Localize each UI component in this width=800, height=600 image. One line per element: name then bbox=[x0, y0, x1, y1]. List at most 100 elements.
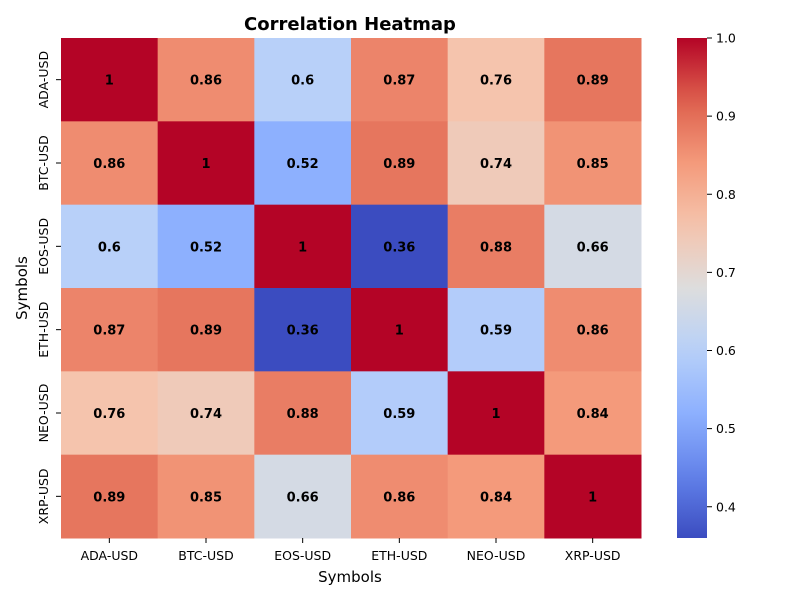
x-tick-label: XRP-USD bbox=[565, 548, 621, 563]
cell-value-label: 0.52 bbox=[287, 157, 319, 172]
cell-value-label: 0.89 bbox=[93, 490, 125, 505]
cell-value-label: 0.89 bbox=[577, 74, 609, 89]
cell-value-label: 0.84 bbox=[577, 407, 609, 422]
heatmap-cells bbox=[61, 38, 642, 539]
heatmap-cell bbox=[447, 371, 545, 456]
cell-value-label: 0.89 bbox=[190, 324, 222, 339]
colorbar-tick-label: 0.4 bbox=[716, 499, 736, 514]
colorbar bbox=[677, 38, 707, 538]
x-tick-label: NEO-USD bbox=[467, 548, 526, 563]
heatmap-cell bbox=[544, 121, 642, 206]
x-tick-label: EOS-USD bbox=[274, 548, 331, 563]
heatmap-cell bbox=[447, 454, 545, 539]
cell-value-label: 0.66 bbox=[287, 490, 319, 505]
cell-value-label: 0.74 bbox=[480, 157, 512, 172]
heatmap-cell bbox=[254, 121, 352, 206]
cell-value-label: 0.87 bbox=[383, 74, 415, 89]
cell-value-label: 0.86 bbox=[577, 324, 609, 339]
heatmap-cell bbox=[61, 454, 159, 539]
heatmap-cell bbox=[157, 38, 255, 122]
heatmap-cell bbox=[61, 38, 159, 122]
cell-value-label: 0.86 bbox=[383, 490, 415, 505]
heatmap-cell bbox=[254, 454, 352, 539]
cell-value-label: 0.74 bbox=[190, 407, 222, 422]
heatmap-cell bbox=[447, 38, 545, 122]
heatmap-cell bbox=[447, 204, 545, 289]
x-tick-label: BTC-USD bbox=[178, 548, 233, 563]
y-tick-label: NEO-USD bbox=[36, 384, 51, 443]
heatmap-cell bbox=[157, 454, 255, 539]
heatmap-cell bbox=[254, 38, 352, 122]
cell-value-label: 0.76 bbox=[93, 407, 125, 422]
x-tick-label: ETH-USD bbox=[371, 548, 427, 563]
cell-value-label: 0.6 bbox=[291, 74, 314, 89]
heatmap-cell bbox=[544, 288, 642, 372]
cell-value-label: 0.86 bbox=[93, 157, 125, 172]
cell-value-label: 0.36 bbox=[287, 324, 319, 339]
heatmap-cell bbox=[351, 454, 449, 539]
cell-value-label: 0.85 bbox=[577, 157, 609, 172]
cell-value-label: 0.88 bbox=[480, 240, 512, 255]
cell-value-label: 0.84 bbox=[480, 490, 512, 505]
chart-title: Correlation Heatmap bbox=[244, 14, 456, 35]
x-tick-label: ADA-USD bbox=[81, 548, 138, 563]
x-axis-label: Symbols bbox=[318, 568, 382, 586]
cell-value-label: 0.66 bbox=[577, 240, 609, 255]
colorbar-ticks: 0.4 0.5 0.6 0.7 0.8 0.9 1.0 bbox=[707, 31, 736, 514]
heatmap-cell bbox=[61, 121, 159, 206]
x-axis-ticks: ADA-USD BTC-USD EOS-USD ETH-USD NEO-USD XRP-U… bbox=[81, 538, 621, 563]
colorbar-tick-label: 0.5 bbox=[716, 421, 736, 436]
heatmap-cell bbox=[351, 204, 449, 289]
heatmap-cell bbox=[544, 454, 642, 539]
heatmap-cell bbox=[351, 38, 449, 122]
heatmap-cell bbox=[254, 288, 352, 372]
heatmap-cell bbox=[157, 288, 255, 372]
heatmap-cell-labels: 1 0.86 0.6 0.87 0.76 0.89 0.86 1 0.52 0.89 0.74 0.8… bbox=[93, 74, 608, 506]
heatmap-cell bbox=[157, 121, 255, 206]
cell-value-label: 1 bbox=[588, 490, 597, 505]
heatmap-cell bbox=[61, 288, 159, 372]
cell-value-label: 0.52 bbox=[190, 240, 222, 255]
colorbar-tick-label: 0.9 bbox=[716, 109, 736, 124]
y-axis-ticks: ADA-USD BTC-USD EOS-USD ETH-USD NEO-USD XRP-U… bbox=[36, 51, 61, 524]
cell-value-label: 1 bbox=[395, 324, 404, 339]
cell-value-label: 0.59 bbox=[383, 407, 415, 422]
heatmap-cell bbox=[544, 371, 642, 456]
cell-value-label: 0.89 bbox=[383, 157, 415, 172]
heatmap-cell bbox=[351, 121, 449, 206]
cell-value-label: 1 bbox=[298, 240, 307, 255]
y-tick-label: ETH-USD bbox=[36, 302, 51, 358]
y-axis-label: Symbols bbox=[13, 256, 31, 320]
heatmap-cell bbox=[447, 288, 545, 372]
heatmap-cell bbox=[254, 371, 352, 456]
heatmap-cell bbox=[351, 371, 449, 456]
cell-value-label: 0.86 bbox=[190, 74, 222, 89]
cell-value-label: 0.85 bbox=[190, 490, 222, 505]
heatmap-cell bbox=[254, 204, 352, 289]
colorbar-tick-label: 1.0 bbox=[716, 31, 736, 46]
y-tick-label: BTC-USD bbox=[36, 135, 51, 190]
cell-value-label: 0.88 bbox=[287, 407, 319, 422]
y-tick-label: EOS-USD bbox=[36, 218, 51, 275]
heatmap-cell bbox=[157, 371, 255, 456]
cell-value-label: 1 bbox=[201, 157, 210, 172]
heatmap-cell bbox=[447, 121, 545, 206]
heatmap-cell bbox=[351, 288, 449, 372]
cell-value-label: 0.36 bbox=[383, 240, 415, 255]
cell-value-label: 1 bbox=[491, 407, 500, 422]
y-tick-label: XRP-USD bbox=[36, 468, 51, 524]
cell-value-label: 1 bbox=[105, 74, 114, 89]
heatmap-cell bbox=[544, 204, 642, 289]
heatmap-cell bbox=[61, 204, 159, 289]
y-tick-label: ADA-USD bbox=[36, 51, 51, 108]
cell-value-label: 0.59 bbox=[480, 324, 512, 339]
cell-value-label: 0.6 bbox=[98, 240, 121, 255]
heatmap-cell bbox=[544, 38, 642, 122]
colorbar-tick-label: 0.6 bbox=[716, 343, 736, 358]
heatmap-cell bbox=[61, 371, 159, 456]
cell-value-label: 0.87 bbox=[93, 324, 125, 339]
colorbar-tick-label: 0.8 bbox=[716, 187, 736, 202]
heatmap-cell bbox=[157, 204, 255, 289]
colorbar-tick-label: 0.7 bbox=[716, 265, 736, 280]
